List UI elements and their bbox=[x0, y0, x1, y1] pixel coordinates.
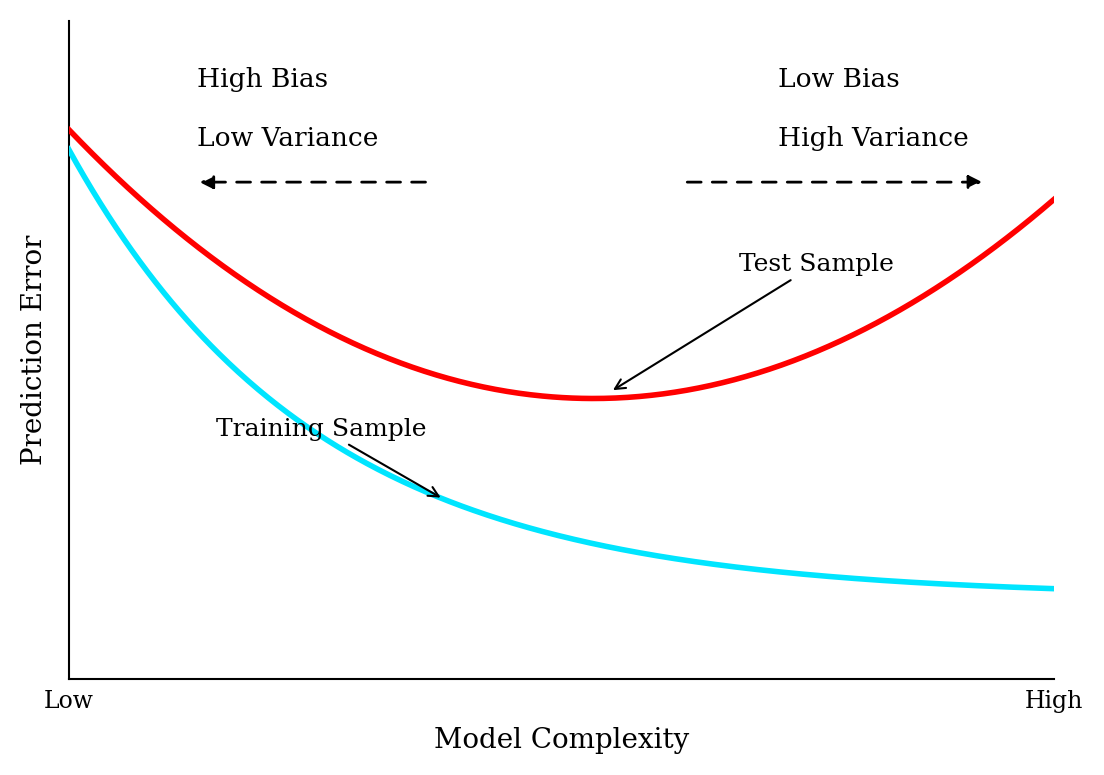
Text: Low Bias: Low Bias bbox=[778, 67, 900, 92]
Text: Test Sample: Test Sample bbox=[615, 253, 893, 389]
X-axis label: Model Complexity: Model Complexity bbox=[434, 727, 689, 754]
Text: High Variance: High Variance bbox=[778, 126, 969, 151]
Y-axis label: Prediction Error: Prediction Error bbox=[21, 235, 47, 465]
Text: High Bias: High Bias bbox=[197, 67, 328, 92]
Text: Low Variance: Low Variance bbox=[197, 126, 379, 151]
Text: Training Sample: Training Sample bbox=[216, 418, 438, 497]
